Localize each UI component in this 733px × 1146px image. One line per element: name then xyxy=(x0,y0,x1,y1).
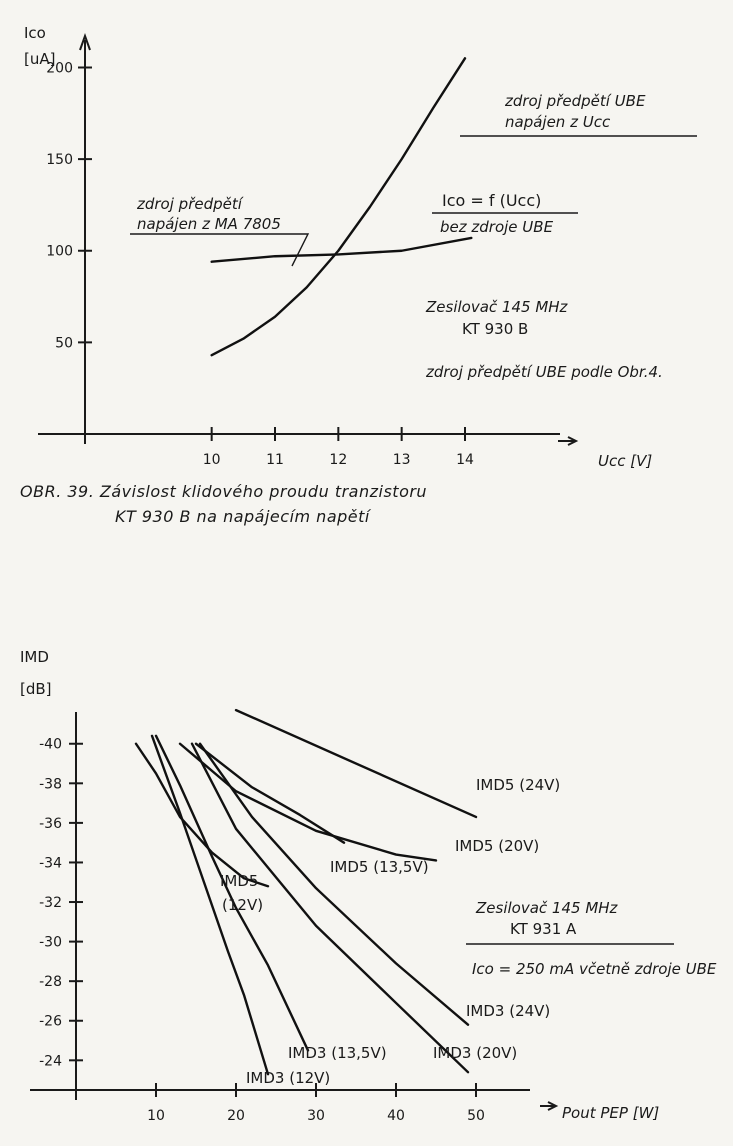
chart2-x-ticks: 10 20 30 40 50 xyxy=(147,1083,485,1124)
label-imd5-20v: IMD5 (20V) xyxy=(455,837,539,855)
chart2-y-tick-label: -34 xyxy=(39,855,62,871)
chart1-caption-line1: OBR. 39. Závislost klidového proudu tran… xyxy=(20,482,427,501)
chart2-y-tick-label: -32 xyxy=(39,895,62,911)
label-imd5-13-5v: IMD5 (13,5V) xyxy=(330,858,429,876)
chart2-y-tick-label: -26 xyxy=(39,1014,62,1030)
chart2-current-note: Ico = 250 mA včetně zdroje UBE xyxy=(472,960,717,978)
chart1-amplifier-line2: KT 930 B xyxy=(462,320,528,338)
chart1-amplifier-line1: Zesilovač 145 MHz xyxy=(425,298,569,316)
chart1-curve-a-label-line2: napájen z Ucc xyxy=(505,113,611,131)
chart1-y-tick-label: 200 xyxy=(46,60,73,76)
chart1-y-ticks: 50 100 150 200 xyxy=(46,60,92,351)
chart1-x-axis-arrow xyxy=(558,436,579,446)
label-imd5-12v-line2: (12V) xyxy=(222,896,263,914)
chart1-series-0 xyxy=(210,57,467,357)
label-imd5-24v: IMD5 (24V) xyxy=(476,776,560,794)
chart2-y-tick-label: -36 xyxy=(39,816,62,832)
chart1-series-1 xyxy=(210,236,473,263)
chart2-y-label-line1: IMD xyxy=(20,648,49,666)
chart2-y-tick-label: -40 xyxy=(39,737,62,753)
chart2-series xyxy=(134,708,478,1076)
chart1-curve-a-label-line1: zdroj předpětí UBE xyxy=(504,92,646,110)
chart2-y-label-line2: [dB] xyxy=(20,680,52,698)
chart2-series-imd5-12v xyxy=(134,742,270,888)
label-imd3-24v: IMD3 (24V) xyxy=(466,1002,550,1020)
label-imd5-12v-line1: IMD5 xyxy=(220,872,258,890)
chart2-x-axis-arrow xyxy=(540,1101,559,1111)
chart1-curve-b-leader xyxy=(130,233,310,267)
chart2-series-imd5-20v xyxy=(178,742,438,862)
chart1-y-axis-arrow xyxy=(79,33,91,51)
chart1-series xyxy=(210,57,473,357)
chart1-x-tick-label: 14 xyxy=(456,452,474,468)
chart2-y-tick-label: -30 xyxy=(39,935,62,951)
label-imd3-13-5v: IMD3 (13,5V) xyxy=(288,1044,387,1062)
chart2-amplifier-line1: Zesilovač 145 MHz xyxy=(475,899,619,917)
chart2-y-tick-label: -38 xyxy=(39,776,62,792)
chart1-bias-note: zdroj předpětí UBE podle Obr.4. xyxy=(425,363,663,381)
chart2-series-imd5-13-5v xyxy=(194,742,346,844)
chart2-y-tick-label: -28 xyxy=(39,974,62,990)
chart2-series-imd3-20v xyxy=(190,742,470,1074)
label-imd3-20v: IMD3 (20V) xyxy=(433,1044,517,1062)
chart1-y-tick-label: 50 xyxy=(55,335,73,351)
chart2-series-imd5-24v xyxy=(234,708,478,819)
chart1-x-tick-label: 12 xyxy=(329,452,347,468)
chart2-x-tick-label: 50 xyxy=(467,1108,485,1124)
chart1-y-label-line2: [uA] xyxy=(24,50,55,68)
chart1-x-label: Ucc [V] xyxy=(598,452,652,470)
chart1-caption-line2: KT 930 B na napájecím napětí xyxy=(115,507,372,526)
chart1-x-tick-label: 11 xyxy=(266,452,284,468)
chart2-x-tick-label: 10 xyxy=(147,1108,165,1124)
chart1-curve-b-label-line1: zdroj předpětí xyxy=(136,195,244,213)
chart2-y-ticks: -40 -38 -36 -34 -32 -30 -28 -26 -24 xyxy=(39,737,83,1069)
chart2-x-tick-label: 20 xyxy=(227,1108,245,1124)
chart2-x-label: Pout PEP [W] xyxy=(562,1104,659,1122)
label-imd3-12v: IMD3 (12V) xyxy=(246,1069,330,1087)
chart1-curve-b-label-line2: napájen z MA 7805 xyxy=(137,215,281,233)
chart1-x-ticks: 10 11 12 13 14 xyxy=(203,427,474,468)
chart2-x-tick-label: 30 xyxy=(307,1108,325,1124)
chart1-y-tick-label: 150 xyxy=(46,152,73,168)
chart-intermodulation: IMD [dB] Pout PEP [W] -40 -38 -36 -34 -32 -30… xyxy=(20,648,717,1124)
chart1-formula-note: bez zdroje UBE xyxy=(440,218,554,236)
chart1-x-tick-label: 13 xyxy=(393,452,411,468)
chart2-series-imd3-24v xyxy=(198,742,470,1026)
chart1-formula: Ico = f (Ucc) xyxy=(442,191,541,210)
chart2-series-imd3-13-5v xyxy=(154,734,310,1052)
chart2-series-imd3-12v xyxy=(150,734,270,1076)
chart1-x-tick-label: 10 xyxy=(203,452,221,468)
chart2-y-tick-label: -24 xyxy=(39,1053,62,1069)
chart1-y-label-line1: Ico xyxy=(24,24,46,42)
chart2-x-tick-label: 40 xyxy=(387,1108,405,1124)
chart1-y-tick-label: 100 xyxy=(46,244,73,260)
chart2-amplifier-line2: KT 931 A xyxy=(510,920,577,938)
